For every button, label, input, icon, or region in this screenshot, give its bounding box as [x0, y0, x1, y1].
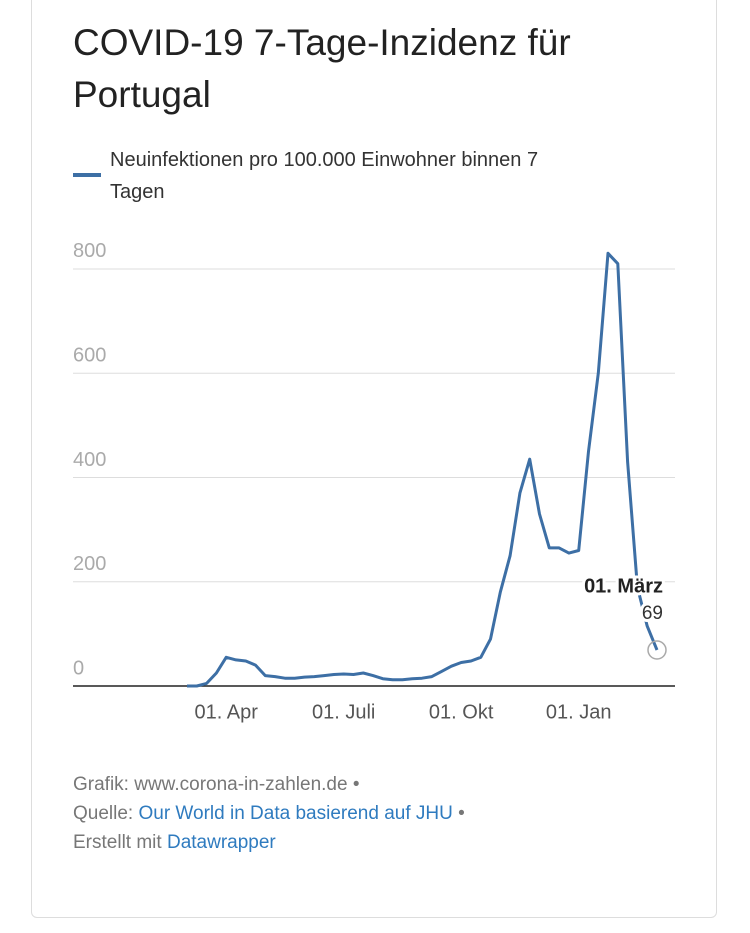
- chart: COVID-19 7-Tage-Inzidenz für Portugal Neu…: [73, 22, 675, 723]
- y-tick-label: 200: [73, 553, 106, 575]
- credit: Grafik: www.corona-in-zahlen.de •: [73, 774, 360, 796]
- source-link[interactable]: Our World in Data basierend auf JHU: [138, 803, 453, 824]
- made-prefix: Erstellt mit: [73, 832, 162, 853]
- made-link[interactable]: Datawrapper: [166, 832, 276, 853]
- credit-text: Grafik: www.corona-in-zahlen.de •: [73, 774, 360, 795]
- source-prefix: Quelle:: [73, 803, 134, 824]
- legend-label: Neuinfektionen pro 100.000 Einwohner bin…: [110, 149, 538, 203]
- data-line: [187, 251, 659, 688]
- x-tick-label: 01. Juli: [312, 701, 375, 723]
- source: Quelle: Our World in Data basierend auf …: [73, 803, 465, 825]
- x-tick-label: 01. Apr: [194, 701, 258, 723]
- value-label: 69: [642, 603, 663, 624]
- chart-title: COVID-19 7-Tage-Inzidenz für Portugal: [73, 22, 571, 115]
- last-point: [647, 640, 667, 660]
- x-tick-label: 01. Jan: [546, 701, 612, 723]
- x-tick-label: 01. Okt: [429, 701, 494, 723]
- card: [31, 0, 717, 918]
- made-with: Erstellt mit Datawrapper: [73, 832, 276, 854]
- annotation: 01. März: [584, 575, 663, 597]
- y-tick-label: 400: [73, 449, 106, 471]
- y-tick-label: 600: [73, 345, 106, 367]
- y-tick-label: 0: [73, 657, 84, 679]
- y-tick-label: 800: [73, 240, 106, 262]
- source-suffix: •: [458, 803, 465, 824]
